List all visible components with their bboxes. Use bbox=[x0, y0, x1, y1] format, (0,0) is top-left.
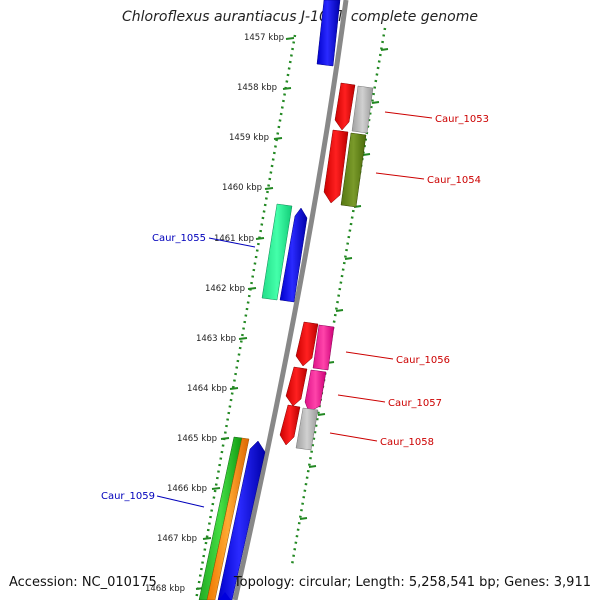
gene-label-caur-1058: Caur_1058 bbox=[380, 437, 434, 448]
tick-label: 1458 kbp bbox=[237, 83, 277, 93]
tick-label: 1457 kbp bbox=[244, 33, 284, 43]
gene-label-caur-1053: Caur_1053 bbox=[435, 114, 489, 125]
gene-feature-red bbox=[279, 404, 301, 446]
tick-label: 1466 kbp bbox=[167, 484, 207, 494]
tick-label: 1460 kbp bbox=[222, 183, 262, 193]
tick-label: 1461 kbp bbox=[214, 234, 254, 244]
gene-feature-pink bbox=[312, 324, 335, 371]
gene-label-caur-1057: Caur_1057 bbox=[388, 398, 442, 409]
label-leaders bbox=[156, 111, 433, 508]
scale-labels: 1457 kbp 1458 kbp 1459 kbp 1460 kbp 1461… bbox=[145, 33, 284, 594]
gene-feature-grey bbox=[351, 85, 374, 134]
gene-label-caur-1054: Caur_1054 bbox=[427, 175, 481, 186]
scale-ruler bbox=[194, 27, 387, 600]
gene-feature-olive bbox=[340, 132, 367, 208]
gene-feature-blue bbox=[217, 440, 266, 600]
tick-label: 1465 kbp bbox=[177, 434, 217, 444]
gene-features bbox=[198, 0, 374, 600]
gene-feature-blue bbox=[279, 207, 308, 303]
gene-label-caur-1056: Caur_1056 bbox=[396, 355, 450, 366]
left-ruler-ticks bbox=[195, 37, 295, 590]
gene-feature-mint bbox=[261, 203, 293, 301]
gene-feature-blue bbox=[219, 592, 231, 600]
gene-feature-red bbox=[295, 321, 319, 367]
gene-label-caur-1059: Caur_1059 bbox=[101, 491, 155, 502]
tick-label: 1462 kbp bbox=[205, 284, 245, 294]
gene-feature-grey bbox=[295, 407, 319, 451]
gene-feature-blue bbox=[316, 0, 341, 67]
gene-label-caur-1055: Caur_1055 bbox=[152, 233, 206, 244]
tick-label: 1459 kbp bbox=[229, 133, 269, 143]
gene-feature-orange bbox=[206, 437, 250, 600]
gene-feature-red bbox=[323, 129, 349, 204]
tick-label: 1464 kbp bbox=[187, 384, 227, 394]
gene-labels: Caur_1053 Caur_1054 Caur_1055 Caur_1056 … bbox=[101, 114, 489, 502]
gene-feature-green bbox=[198, 436, 243, 600]
gene-feature-red bbox=[334, 82, 356, 131]
genome-backbone bbox=[232, 0, 349, 600]
topology-label: Topology: circular; Length: 5,258,541 bp… bbox=[233, 575, 591, 590]
gene-feature-pink bbox=[304, 369, 327, 413]
map-title: Chloroflexus aurantiacus J-10-fl, comple… bbox=[122, 9, 478, 25]
tick-label: 1463 kbp bbox=[196, 334, 236, 344]
tick-label: 1468 kbp bbox=[145, 584, 185, 594]
gene-feature-red bbox=[285, 366, 308, 407]
accession-label: Accession: NC_010175 bbox=[9, 575, 157, 590]
tick-label: 1467 kbp bbox=[157, 534, 197, 544]
